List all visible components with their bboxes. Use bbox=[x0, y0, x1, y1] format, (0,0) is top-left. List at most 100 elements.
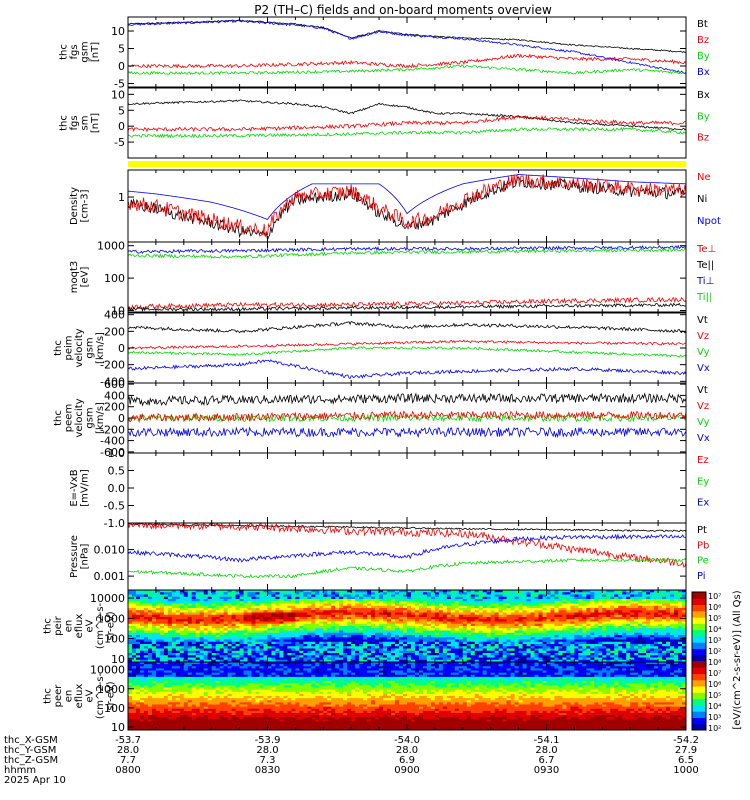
y-tick-label: -200 bbox=[100, 423, 125, 436]
svg-text:moqt3: moqt3 bbox=[69, 261, 80, 294]
y-tick-label: 1 bbox=[118, 191, 125, 204]
svg-text:peim: peim bbox=[64, 335, 75, 360]
y-tick-label: 0.001 bbox=[94, 570, 126, 583]
y-tick-label: 100 bbox=[104, 702, 125, 715]
svg-text:[km/s]: [km/s] bbox=[95, 402, 106, 434]
y-tick-label: 10000 bbox=[90, 592, 125, 605]
series-ve-Vt bbox=[127, 392, 687, 407]
svg-text:fgs: fgs bbox=[69, 115, 80, 130]
legend-entry: Vt bbox=[697, 315, 708, 326]
series-ve-Vy bbox=[127, 413, 687, 423]
ephemeris-row-label: hhmm bbox=[4, 765, 36, 776]
y-tick-label: 1.0 bbox=[108, 447, 126, 460]
series-fgs-sm-Bz bbox=[127, 115, 686, 133]
legend-entry: Vx bbox=[697, 363, 710, 374]
ephemeris-value: -54.1 bbox=[534, 735, 560, 746]
panel-density: 1 Density [cm-3] Ne Ni Npot bbox=[69, 169, 721, 243]
y-tick-label: 200 bbox=[104, 401, 125, 414]
series-fgs-Bt bbox=[127, 19, 687, 54]
y-tick-label: -0.5 bbox=[104, 500, 125, 513]
panel-efield: 1.0 0.5 0.0 -0.5 -1.0 E=-VxB [mV/m] Ez Ey Ex bbox=[69, 447, 710, 530]
ephemeris-value: 6.5 bbox=[678, 755, 694, 766]
legend-entry: Ti⊥ bbox=[696, 276, 714, 287]
legend-entry: Pe bbox=[697, 556, 709, 567]
y-tick-label: 10000 bbox=[90, 664, 125, 677]
legend-entry: Vx bbox=[697, 433, 710, 444]
svg-text:velocity: velocity bbox=[74, 398, 85, 437]
svg-text:[mV/m]: [mV/m] bbox=[79, 469, 90, 507]
y-tick-label: -400 bbox=[100, 375, 125, 388]
y-tick-label: -1.0 bbox=[104, 517, 125, 530]
ephemeris-value: 6.9 bbox=[399, 755, 415, 766]
y-tick-label: 0 bbox=[118, 342, 125, 355]
colorbar-tick: 10⁸ bbox=[708, 658, 721, 667]
series-pressure-Pe bbox=[127, 557, 687, 579]
y-tick-label: 600 bbox=[104, 378, 125, 391]
colorbar-tick: 10⁵ bbox=[708, 614, 721, 623]
y-tick-label: 0 bbox=[118, 120, 125, 133]
y-tick-label: 1000 bbox=[97, 612, 125, 625]
ephemeris-value: 27.9 bbox=[675, 745, 697, 756]
svg-text:gsm: gsm bbox=[85, 337, 96, 358]
series-vi-Vy bbox=[127, 346, 687, 358]
y-axis-label: thc peim velocity gsm [km/s] bbox=[53, 328, 106, 367]
ephemeris-value: -53.7 bbox=[115, 735, 141, 746]
data-quality-bar bbox=[128, 161, 686, 167]
y-tick-label: 400 bbox=[104, 309, 125, 322]
svg-text:thc: thc bbox=[53, 410, 64, 426]
panel-peer: 10000 1000 100 10 thc peer en eflux eV (cm^2-s-sr… bbox=[43, 661, 687, 734]
series-vi-Vz bbox=[127, 339, 687, 350]
svg-text:[cm-3]: [cm-3] bbox=[79, 189, 90, 222]
svg-text:[nT]: [nT] bbox=[90, 42, 101, 62]
series-density-Npot bbox=[127, 174, 687, 220]
legend-entry: Bz bbox=[697, 35, 709, 46]
ephemeris-row-label: thc_Y-GSM bbox=[4, 745, 56, 756]
ephemeris-value: 6.7 bbox=[539, 755, 555, 766]
series-fgs-sm-By bbox=[127, 126, 687, 139]
colorbar-tick: 10⁶ bbox=[708, 680, 721, 689]
legend-entry: Ni bbox=[697, 194, 707, 205]
series-fgs-Bx bbox=[127, 19, 687, 74]
svg-text:sm: sm bbox=[79, 116, 90, 131]
ephemeris-value: 0800 bbox=[115, 765, 140, 776]
series-temp-Te⊥ bbox=[127, 296, 687, 310]
colorbar-tick: 10⁵ bbox=[708, 691, 721, 700]
ephemeris-row-label: thc_X-GSM bbox=[4, 735, 58, 746]
legend-entry: Ey bbox=[697, 476, 709, 487]
panel-vi: 400 200 0 -200 -400 thc peim velocity gsm [km/s] V… bbox=[53, 309, 710, 389]
panel-peir: 10000 1000 100 10 thc peir en eflux eV (cm^2-s-sr… bbox=[43, 589, 687, 666]
y-axis-label: Pressure [nPa] bbox=[69, 535, 91, 578]
colorbar-tick: 10² bbox=[708, 724, 721, 733]
svg-text:[nT]: [nT] bbox=[90, 113, 101, 133]
ephemeris-value: 0830 bbox=[255, 765, 280, 776]
svg-text:[eV]: [eV] bbox=[79, 267, 90, 288]
y-axis-label: moqt3 [eV] bbox=[69, 261, 91, 294]
svg-text:Density: Density bbox=[69, 187, 80, 225]
y-tick-label: 0.010 bbox=[94, 544, 126, 557]
legend-entry: Npot bbox=[697, 216, 721, 227]
y-axis-label: E=-VxB [mV/m] bbox=[69, 469, 91, 507]
svg-text:E=-VxB: E=-VxB bbox=[69, 469, 80, 506]
y-tick-label: 0.5 bbox=[108, 465, 126, 478]
legend-entry: Bt bbox=[697, 19, 708, 30]
legend-entry: Ez bbox=[697, 455, 709, 466]
x-axis-ephemeris: thc_X-GSM -53.7 -53.9 -54.0 -54.1 -54.2 thc_Y-… bbox=[4, 735, 699, 786]
y-tick-label: 5 bbox=[118, 104, 125, 117]
y-tick-label: 10 bbox=[111, 721, 125, 734]
svg-text:velocity: velocity bbox=[74, 328, 85, 367]
series-pressure-Pi bbox=[127, 533, 687, 563]
ephemeris-value: 1000 bbox=[673, 765, 698, 776]
y-tick-label: 5 bbox=[118, 43, 125, 56]
y-tick-label: 400 bbox=[104, 389, 125, 402]
y-tick-label: 1000 bbox=[97, 240, 125, 253]
y-tick-label: -200 bbox=[100, 359, 125, 372]
svg-text:thc: thc bbox=[58, 44, 69, 60]
y-tick-label: -400 bbox=[100, 435, 125, 448]
series-density-Ne bbox=[127, 174, 687, 237]
y-axis-label: thc fgs gsm [nT] bbox=[58, 41, 101, 62]
panel-frame bbox=[127, 452, 687, 524]
svg-text:gsm: gsm bbox=[85, 407, 96, 428]
legend-entry: Bx bbox=[697, 90, 710, 101]
